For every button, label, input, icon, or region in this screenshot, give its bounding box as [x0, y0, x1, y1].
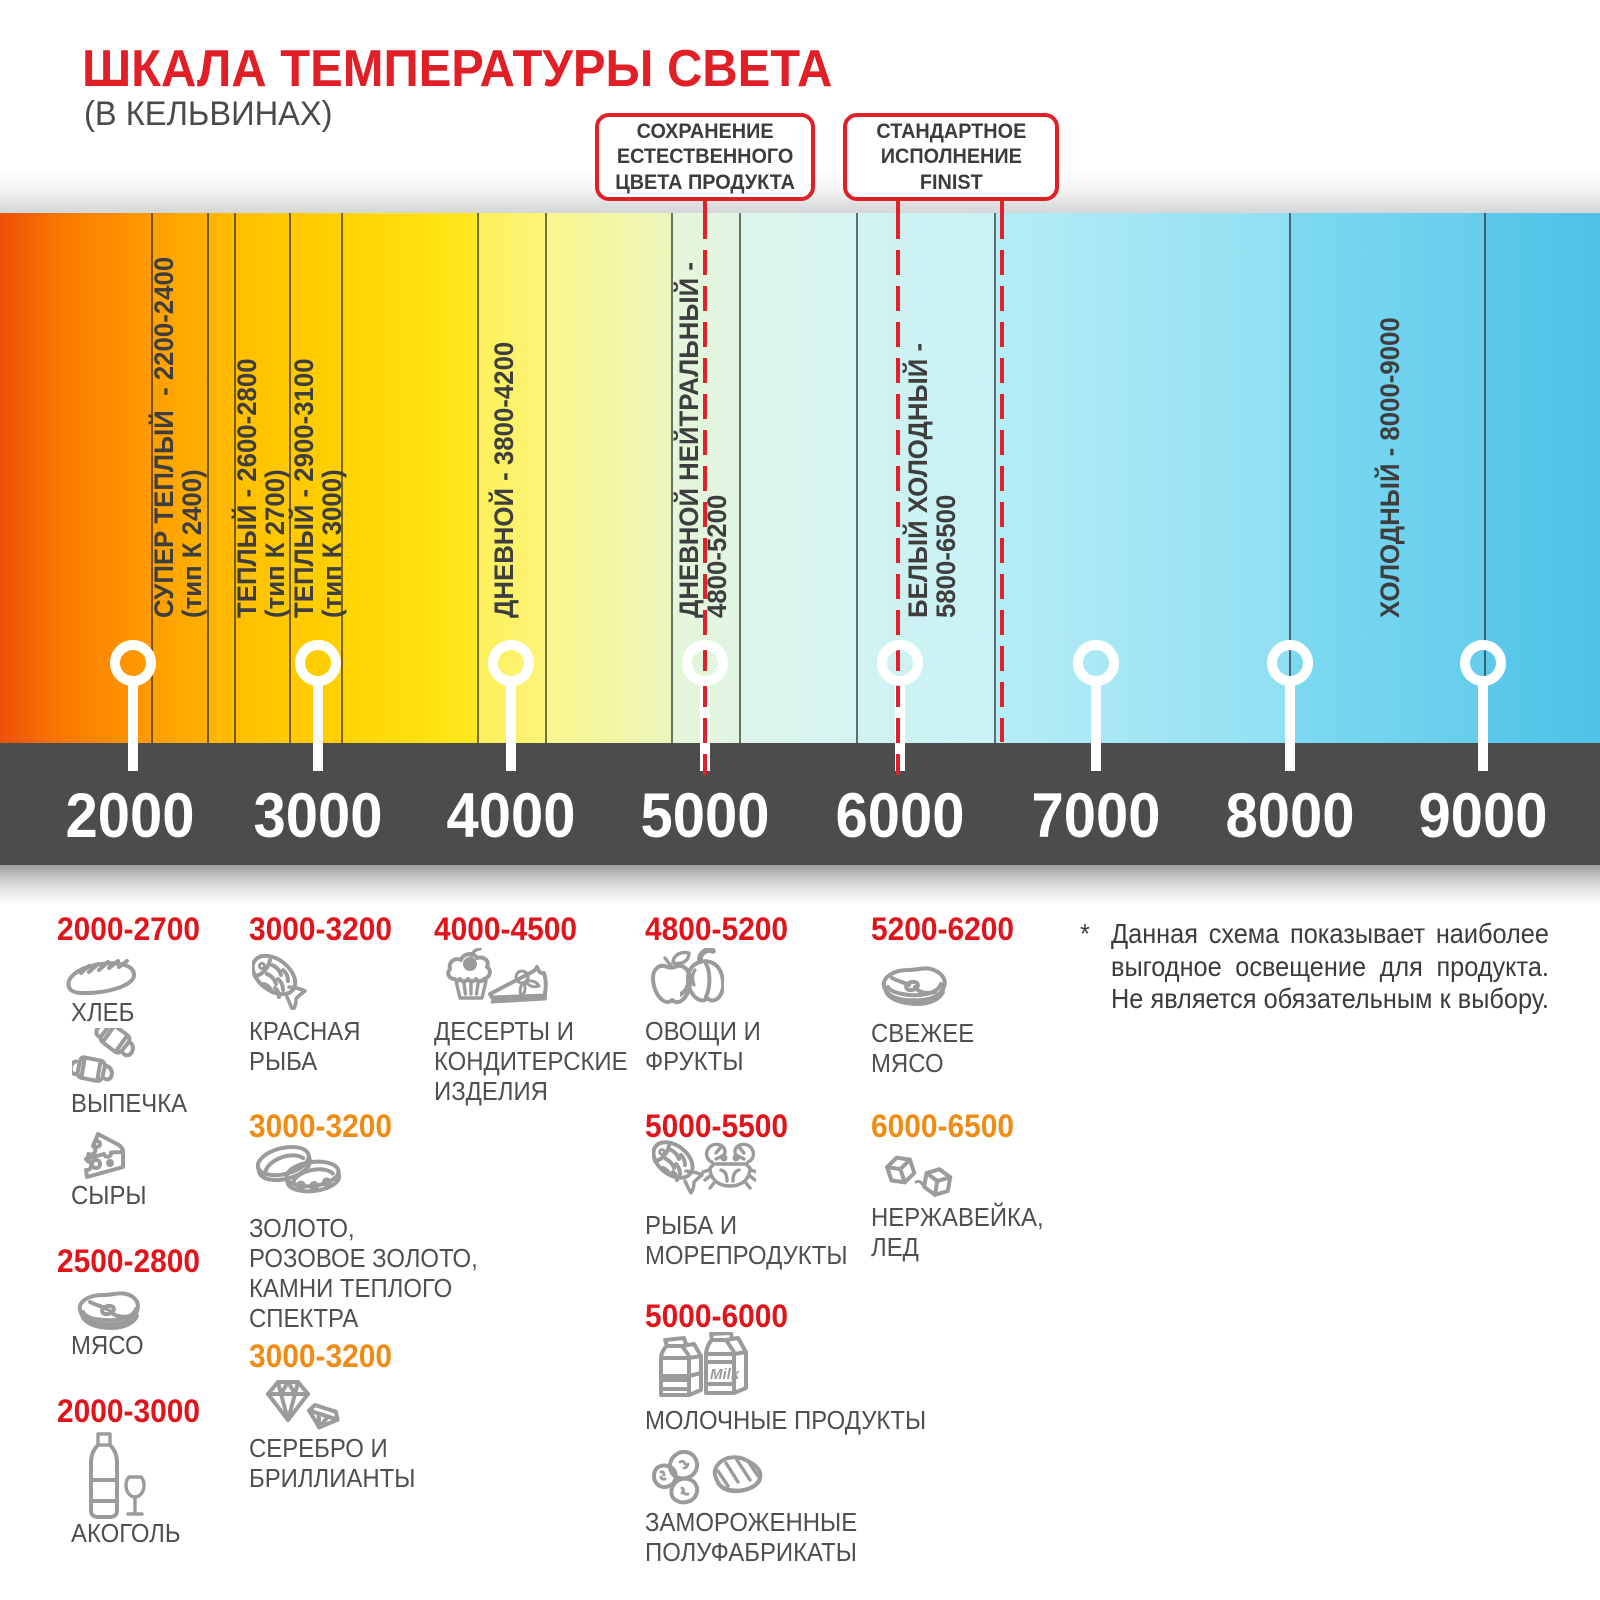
svg-text:Milk: Milk: [710, 1366, 740, 1383]
